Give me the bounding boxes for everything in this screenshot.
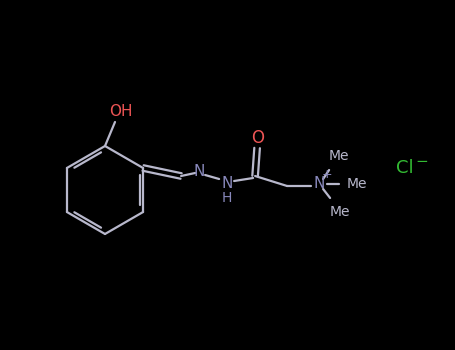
Text: O: O — [252, 129, 265, 147]
Text: H: H — [222, 191, 233, 205]
Text: OH: OH — [109, 105, 133, 119]
Text: Cl: Cl — [396, 159, 414, 177]
Text: +: + — [322, 168, 333, 182]
Text: Me: Me — [329, 149, 349, 163]
Text: −: − — [415, 154, 428, 168]
Text: N: N — [313, 176, 325, 191]
Text: N: N — [193, 164, 205, 180]
Text: Me: Me — [347, 177, 367, 191]
Text: N: N — [222, 176, 233, 191]
Text: Me: Me — [330, 205, 350, 219]
